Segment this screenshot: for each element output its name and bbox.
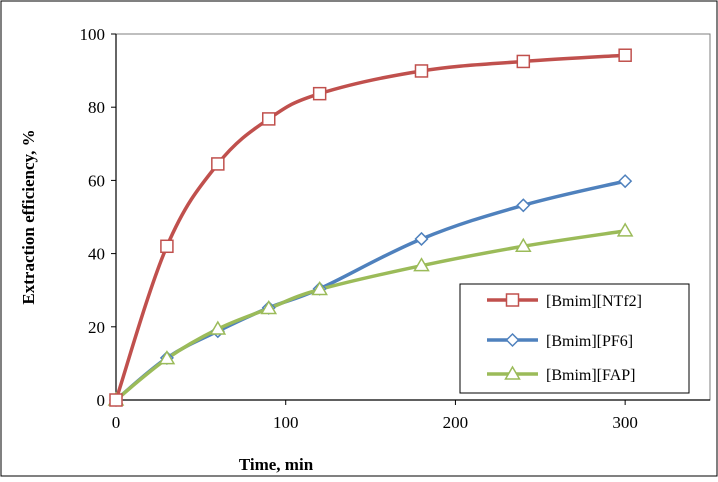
legend-label: [Bmim][PF6] <box>546 333 633 350</box>
x-tick-label: 300 <box>612 413 638 432</box>
x-tick-label: 0 <box>112 413 121 432</box>
data-point-marker <box>160 239 174 254</box>
data-point-marker <box>261 112 276 126</box>
data-point-marker <box>311 280 328 296</box>
data-point-marker <box>413 257 430 272</box>
data-point-marker <box>618 48 632 62</box>
legend-marker <box>504 365 521 380</box>
data-point-marker <box>211 157 225 171</box>
data-point-marker <box>260 300 278 315</box>
data-point-marker <box>109 393 123 407</box>
legend-marker <box>505 293 520 307</box>
data-point-marker <box>618 174 633 189</box>
legend: [Bmim][NTf2] [Bmim][PF6] [Bmim][FAP] <box>459 283 690 394</box>
y-tick-label: 100 <box>80 25 106 44</box>
data-point-marker <box>209 320 227 335</box>
data-point-marker <box>516 54 531 69</box>
y-tick-label: 40 <box>88 245 105 264</box>
x-tick-label: 100 <box>273 413 299 432</box>
legend-label: [Bmim][FAP] <box>546 367 635 384</box>
y-tick-label: 20 <box>88 318 105 337</box>
legend-label: [Bmim][NTf2] <box>546 293 642 310</box>
axis-ticks: 0 20 40 60 80 100 0 100 200 300 <box>80 25 638 432</box>
y-tick-label: 80 <box>88 98 105 117</box>
data-point-marker <box>616 222 634 237</box>
x-tick-label: 200 <box>443 413 469 432</box>
data-point-marker <box>515 237 532 253</box>
y-tick-label: 0 <box>97 391 106 410</box>
data-point-marker <box>158 350 176 365</box>
x-axis-title: Time, min <box>239 455 314 474</box>
legend-marker <box>505 332 520 348</box>
y-tick-label: 60 <box>88 171 105 190</box>
data-point-marker <box>516 198 531 213</box>
data-series <box>107 48 634 408</box>
data-point-marker <box>414 64 429 78</box>
data-point-marker <box>414 231 429 247</box>
data-point-marker <box>312 86 327 101</box>
y-axis-title: Extraction efficiency, % <box>19 129 38 304</box>
